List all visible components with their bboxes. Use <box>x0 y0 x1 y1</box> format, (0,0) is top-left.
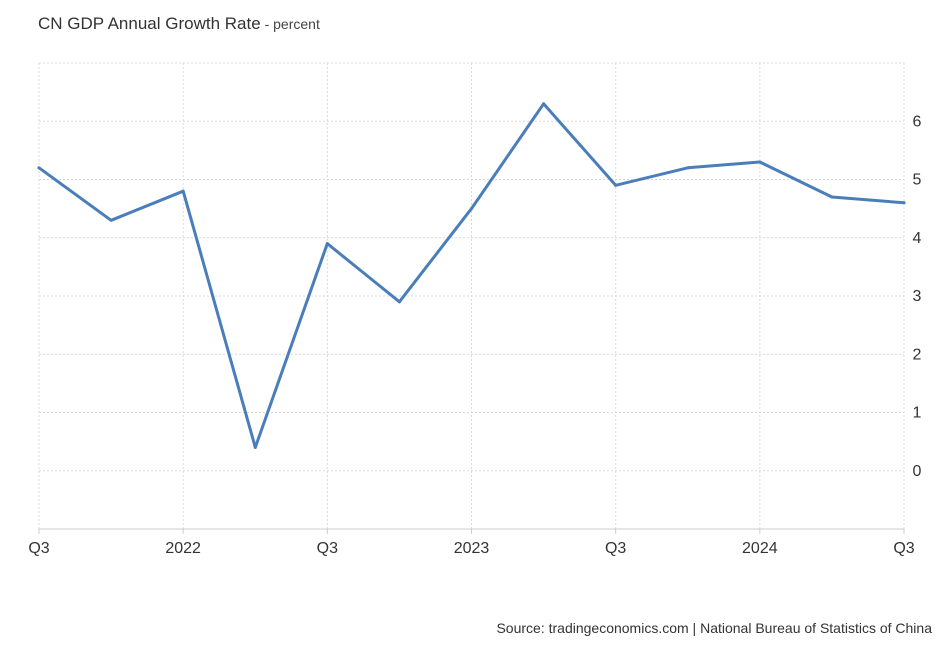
x-tick-label-2: Q3 <box>317 540 338 557</box>
x-tick-label-3: 2023 <box>454 540 490 557</box>
data-point-0-3 <box>253 445 257 449</box>
data-point-0-0 <box>37 166 41 170</box>
y-tick-label-6: 6 <box>913 113 922 130</box>
data-point-0-10 <box>758 160 762 164</box>
y-tick-label-3: 3 <box>913 288 922 305</box>
x-tick-label-6: Q3 <box>893 540 914 557</box>
x-tick-label-0: Q3 <box>28 540 49 557</box>
y-tick-label-1: 1 <box>913 405 922 422</box>
source-attribution: Source: tradingeconomics.com | National … <box>496 620 932 636</box>
x-tick-label-1: 2022 <box>165 540 201 557</box>
y-tick-label-5: 5 <box>913 172 922 189</box>
chart-unit: percent <box>273 16 320 32</box>
data-point-0-1 <box>109 218 113 222</box>
data-point-0-2 <box>181 189 185 193</box>
y-tick-label-0: 0 <box>913 463 922 480</box>
x-tick-label-5: 2024 <box>742 540 778 557</box>
data-point-0-11 <box>830 195 834 199</box>
x-tick-label-4: Q3 <box>605 540 626 557</box>
data-point-0-5 <box>397 300 401 304</box>
data-point-0-12 <box>902 201 906 205</box>
data-point-0-9 <box>686 166 690 170</box>
y-tick-label-4: 4 <box>913 230 922 247</box>
data-point-0-8 <box>614 183 618 187</box>
data-point-0-4 <box>325 242 329 246</box>
y-tick-label-2: 2 <box>913 346 922 363</box>
chart-title-text: CN GDP Annual Growth Rate <box>38 14 261 33</box>
data-point-0-6 <box>470 207 473 211</box>
chart-title: CN GDP Annual Growth Rate - percent <box>38 14 320 34</box>
line-chart: Q3 2022 Q3 2023 Q3 2024 Q3 0 1 2 3 4 5 6 <box>28 62 922 557</box>
data-point-0-7 <box>542 102 546 106</box>
chart-title-separator: - <box>260 16 274 32</box>
